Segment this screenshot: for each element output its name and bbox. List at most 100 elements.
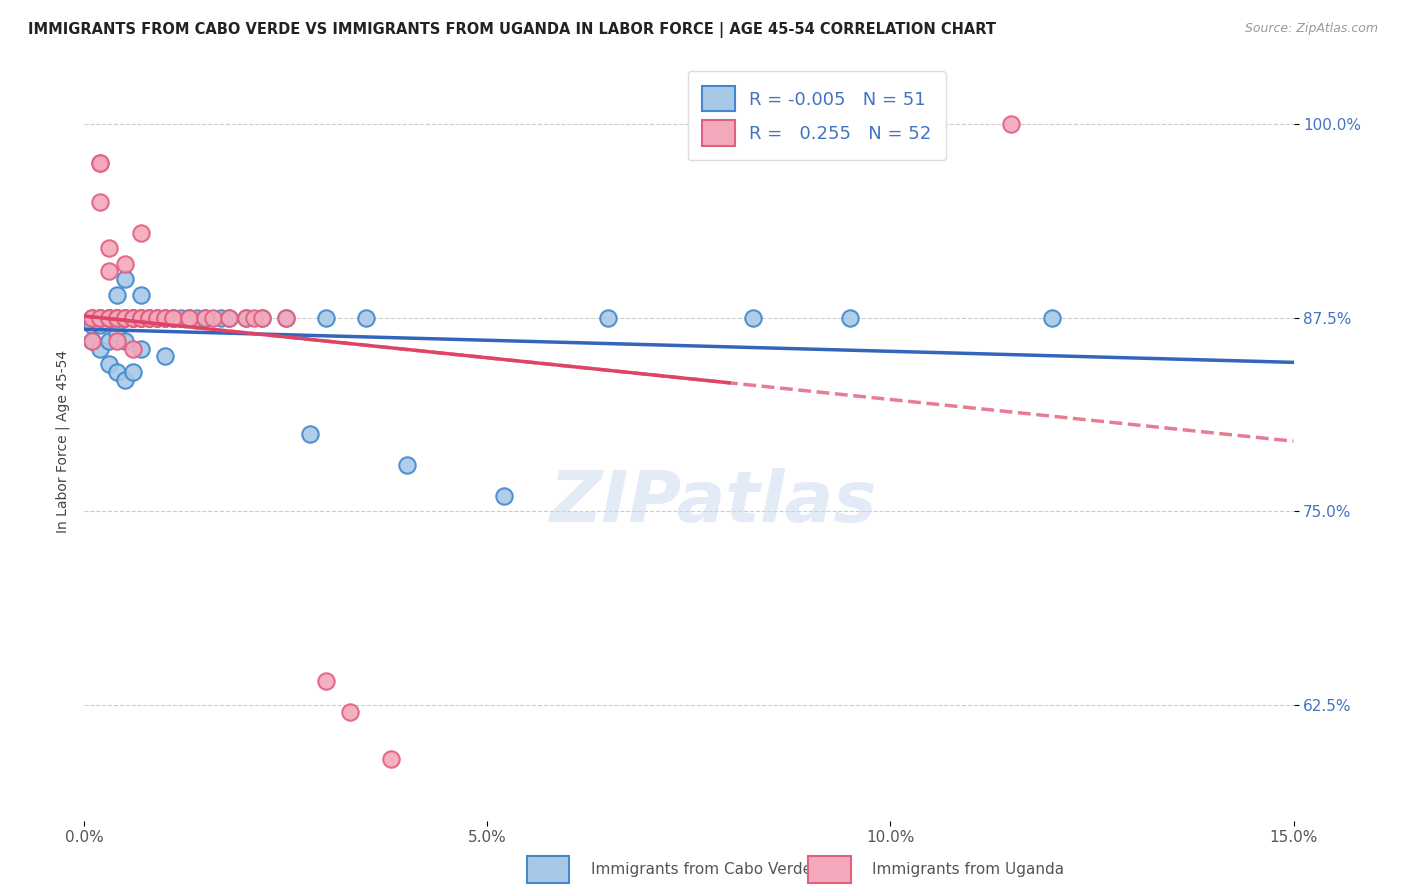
Point	[162, 310, 184, 325]
Point	[170, 310, 193, 325]
Point	[105, 310, 128, 325]
Point	[82, 334, 104, 348]
Point	[114, 334, 136, 348]
Point	[89, 156, 111, 170]
Point	[114, 310, 136, 325]
Point	[194, 310, 217, 325]
Point	[97, 310, 120, 325]
Point	[82, 334, 104, 348]
Point	[121, 310, 143, 325]
Text: ZIPatlas: ZIPatlas	[550, 467, 877, 537]
Point	[202, 310, 225, 325]
Point	[89, 310, 111, 325]
Point	[839, 310, 862, 325]
Point	[105, 326, 128, 341]
Point	[153, 310, 176, 325]
Point	[97, 334, 120, 348]
Point	[105, 287, 128, 301]
Point	[153, 310, 176, 325]
Point	[97, 310, 120, 325]
Point	[97, 241, 120, 255]
Point	[89, 318, 111, 333]
Point	[1000, 117, 1022, 131]
Point	[315, 310, 337, 325]
Point	[97, 357, 120, 371]
Point	[129, 310, 152, 325]
Point	[146, 310, 169, 325]
Point	[105, 365, 128, 379]
Point	[89, 310, 111, 325]
Point	[114, 257, 136, 271]
Point	[129, 287, 152, 301]
Point	[179, 310, 201, 325]
Legend: R = -0.005   N = 51, R =   0.255   N = 52: R = -0.005 N = 51, R = 0.255 N = 52	[688, 71, 946, 161]
Point	[82, 310, 104, 325]
Point	[82, 310, 104, 325]
Point	[179, 310, 201, 325]
Point	[121, 310, 143, 325]
Point	[250, 310, 273, 325]
Point	[105, 310, 128, 325]
Point	[138, 310, 160, 325]
Text: IMMIGRANTS FROM CABO VERDE VS IMMIGRANTS FROM UGANDA IN LABOR FORCE | AGE 45-54 : IMMIGRANTS FROM CABO VERDE VS IMMIGRANTS…	[28, 22, 995, 38]
Point	[138, 310, 160, 325]
Point	[274, 310, 297, 325]
Point	[218, 310, 240, 325]
Point	[129, 310, 152, 325]
Point	[121, 310, 143, 325]
Point	[235, 310, 257, 325]
Point	[121, 310, 143, 325]
Text: Source: ZipAtlas.com: Source: ZipAtlas.com	[1244, 22, 1378, 36]
Point	[105, 310, 128, 325]
Point	[97, 310, 120, 325]
Point	[105, 310, 128, 325]
Point	[153, 310, 176, 325]
Text: Immigrants from Uganda: Immigrants from Uganda	[872, 863, 1064, 877]
Point	[97, 310, 120, 325]
Point	[194, 310, 217, 325]
Point	[162, 310, 184, 325]
Point	[121, 365, 143, 379]
Point	[299, 426, 322, 441]
Point	[97, 264, 120, 278]
Point	[218, 310, 240, 325]
Point	[146, 310, 169, 325]
Point	[89, 310, 111, 325]
Point	[492, 489, 515, 503]
Point	[138, 310, 160, 325]
Point	[105, 310, 128, 325]
Point	[146, 310, 169, 325]
Point	[138, 310, 160, 325]
Point	[82, 318, 104, 333]
Y-axis label: In Labor Force | Age 45-54: In Labor Force | Age 45-54	[56, 350, 70, 533]
Point	[395, 458, 418, 472]
Point	[250, 310, 273, 325]
Point	[89, 310, 111, 325]
Point	[89, 194, 111, 209]
Point	[114, 310, 136, 325]
Point	[97, 310, 120, 325]
Point	[742, 310, 765, 325]
Point	[186, 310, 208, 325]
Point	[89, 156, 111, 170]
Point	[153, 350, 176, 364]
Point	[356, 310, 378, 325]
Point	[105, 310, 128, 325]
Point	[97, 310, 120, 325]
Point	[121, 342, 143, 356]
Point	[97, 310, 120, 325]
Point	[235, 310, 257, 325]
Point	[129, 310, 152, 325]
Point	[114, 310, 136, 325]
Point	[114, 310, 136, 325]
Point	[242, 310, 264, 325]
Point	[82, 310, 104, 325]
Point	[129, 310, 152, 325]
Point	[114, 373, 136, 387]
Point	[380, 752, 402, 766]
Point	[179, 310, 201, 325]
Point	[274, 310, 297, 325]
Point	[162, 310, 184, 325]
Point	[129, 342, 152, 356]
Point	[121, 310, 143, 325]
